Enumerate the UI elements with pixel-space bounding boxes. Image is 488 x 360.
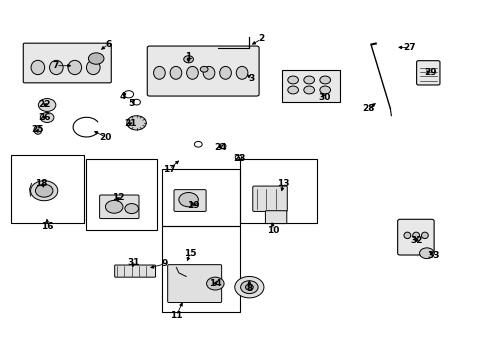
Text: 20: 20 — [100, 132, 112, 141]
Ellipse shape — [183, 56, 193, 63]
FancyBboxPatch shape — [115, 265, 155, 277]
Ellipse shape — [38, 99, 56, 111]
Ellipse shape — [303, 76, 314, 84]
Ellipse shape — [105, 201, 122, 213]
Text: 21: 21 — [124, 119, 136, 128]
Ellipse shape — [40, 112, 54, 122]
Text: 13: 13 — [277, 179, 289, 188]
Text: 19: 19 — [187, 201, 200, 210]
FancyBboxPatch shape — [100, 195, 139, 219]
Ellipse shape — [88, 53, 104, 64]
Ellipse shape — [200, 66, 207, 72]
FancyBboxPatch shape — [23, 43, 111, 83]
Ellipse shape — [421, 232, 427, 239]
Text: 6: 6 — [105, 40, 111, 49]
Text: 16: 16 — [41, 222, 54, 231]
Ellipse shape — [419, 248, 433, 258]
Text: 31: 31 — [127, 258, 140, 267]
Text: 2: 2 — [258, 35, 264, 44]
Text: 15: 15 — [183, 249, 196, 258]
Text: 1: 1 — [185, 52, 191, 61]
Text: 23: 23 — [233, 154, 245, 163]
Ellipse shape — [206, 277, 224, 290]
Text: 11: 11 — [170, 311, 183, 320]
Text: 32: 32 — [410, 236, 423, 245]
Ellipse shape — [126, 116, 146, 130]
Ellipse shape — [170, 66, 182, 79]
Text: 24: 24 — [213, 143, 226, 152]
Ellipse shape — [30, 181, 58, 201]
Ellipse shape — [219, 66, 231, 79]
Text: 8: 8 — [246, 284, 252, 293]
FancyBboxPatch shape — [265, 211, 286, 224]
Ellipse shape — [179, 193, 198, 207]
Text: 3: 3 — [248, 74, 254, 83]
Text: 10: 10 — [267, 225, 279, 234]
Ellipse shape — [153, 66, 165, 79]
Ellipse shape — [86, 60, 100, 75]
Ellipse shape — [403, 232, 410, 239]
FancyBboxPatch shape — [397, 219, 433, 255]
Ellipse shape — [240, 281, 258, 294]
Ellipse shape — [124, 203, 138, 213]
Text: 33: 33 — [426, 251, 439, 260]
Ellipse shape — [34, 126, 41, 134]
Ellipse shape — [31, 60, 44, 75]
Text: 18: 18 — [36, 179, 48, 188]
FancyBboxPatch shape — [167, 265, 221, 302]
Ellipse shape — [287, 86, 298, 94]
Text: 7: 7 — [53, 61, 59, 70]
Ellipse shape — [287, 76, 298, 84]
Text: 29: 29 — [423, 68, 436, 77]
Text: 5: 5 — [128, 99, 135, 108]
Ellipse shape — [68, 60, 81, 75]
FancyBboxPatch shape — [282, 70, 340, 102]
Text: 30: 30 — [318, 93, 330, 102]
Ellipse shape — [236, 66, 247, 79]
Ellipse shape — [49, 60, 63, 75]
Text: 12: 12 — [112, 193, 124, 202]
Text: 22: 22 — [38, 100, 50, 109]
Ellipse shape — [303, 86, 314, 94]
Text: 26: 26 — [38, 113, 50, 122]
Text: 4: 4 — [120, 91, 126, 100]
Text: 25: 25 — [32, 126, 44, 135]
Text: 9: 9 — [161, 260, 167, 269]
FancyBboxPatch shape — [147, 46, 259, 96]
Text: 14: 14 — [208, 279, 221, 288]
Text: 17: 17 — [163, 165, 175, 174]
Ellipse shape — [319, 76, 330, 84]
Ellipse shape — [234, 276, 264, 298]
Ellipse shape — [245, 284, 253, 290]
Text: 27: 27 — [403, 43, 415, 52]
FancyBboxPatch shape — [174, 190, 205, 211]
Ellipse shape — [412, 232, 419, 239]
Ellipse shape — [186, 66, 198, 79]
Ellipse shape — [319, 86, 330, 94]
Ellipse shape — [203, 66, 214, 79]
Ellipse shape — [35, 184, 53, 197]
Text: 28: 28 — [362, 104, 374, 113]
FancyBboxPatch shape — [416, 61, 439, 85]
FancyBboxPatch shape — [252, 186, 287, 211]
